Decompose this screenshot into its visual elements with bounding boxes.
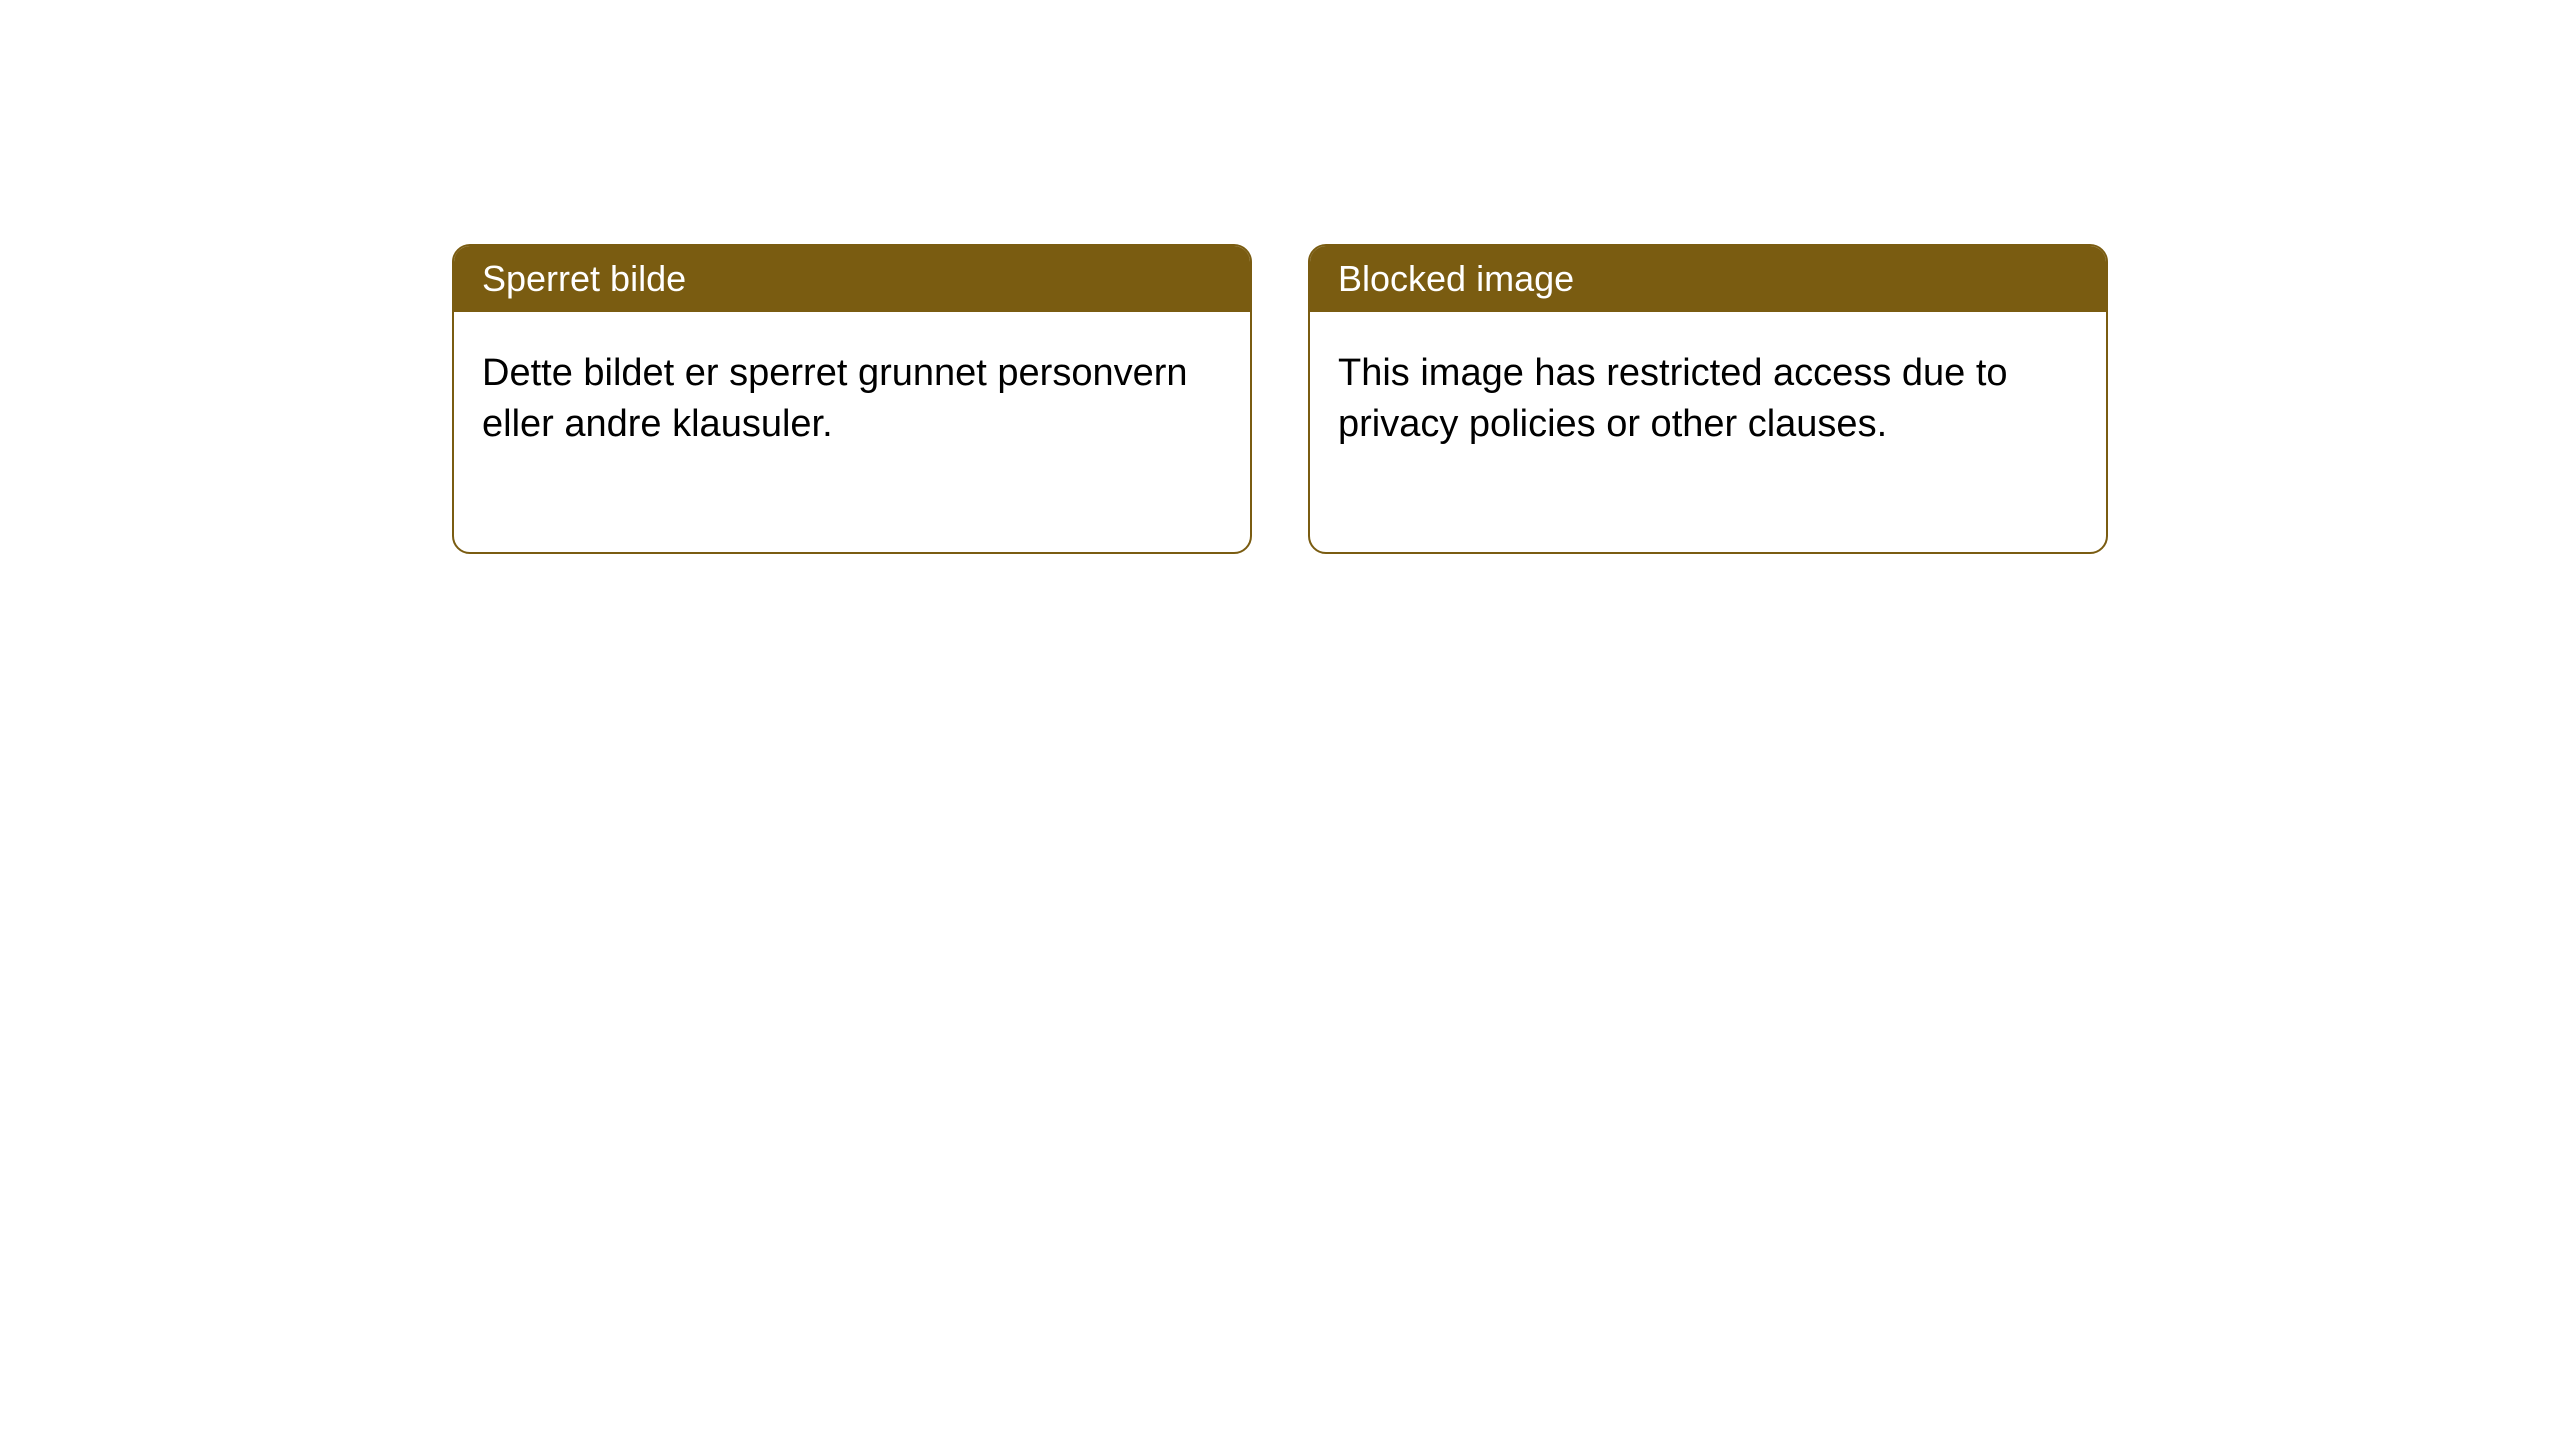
card-title: Sperret bilde <box>454 246 1250 312</box>
blocked-image-card-en: Blocked image This image has restricted … <box>1308 244 2108 554</box>
card-body: Dette bildet er sperret grunnet personve… <box>454 312 1250 552</box>
blocked-image-card-no: Sperret bilde Dette bildet er sperret gr… <box>452 244 1252 554</box>
card-title: Blocked image <box>1310 246 2106 312</box>
card-body: This image has restricted access due to … <box>1310 312 2106 552</box>
notice-container: Sperret bilde Dette bildet er sperret gr… <box>0 0 2560 554</box>
